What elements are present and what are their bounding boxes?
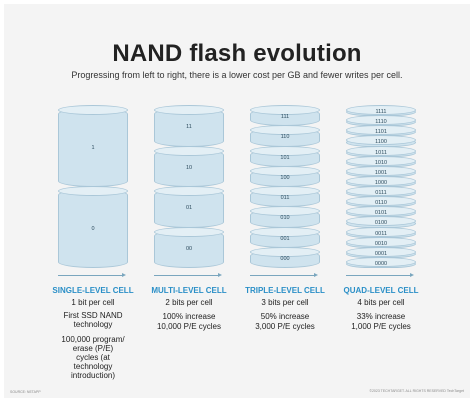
page-title: NAND flash evolution: [112, 40, 362, 67]
cell-segment-top: [154, 186, 224, 196]
page-subtitle: Progressing from left to right, there is…: [71, 70, 403, 80]
cell-bit-label: 1001: [374, 169, 388, 176]
cell-bit-label: 0000: [374, 260, 388, 267]
column-detail-line: 10,000 P/E cycles: [156, 322, 222, 331]
cell-segment-top: [58, 186, 128, 196]
column-heading: SINGLE-LEVEL CELL: [52, 286, 134, 295]
cell-bit-label: 1: [91, 144, 95, 151]
cell-bit-label: 010: [280, 215, 290, 222]
cell-segment-top: [250, 165, 320, 176]
cell-bit-label: 0111: [375, 190, 387, 197]
cell-segment-top: [346, 135, 416, 146]
cell-bit-label: 10: [185, 164, 193, 171]
column-detail-line: 2 bits per cell: [165, 298, 213, 307]
cell-bit-label: 101: [280, 154, 290, 161]
cylinder-stack: 11 10 01 00: [154, 105, 224, 268]
cell-segment-top: [250, 206, 320, 217]
cell-bit-label: 00: [185, 245, 193, 252]
cell-segment: [58, 108, 128, 187]
cell-bit-label: 0010: [374, 240, 388, 247]
cell-bit-label: 0110: [375, 200, 387, 207]
progress-arrow: [250, 273, 318, 277]
cell-segment-top: [346, 216, 416, 227]
cell-bit-label: 01: [185, 205, 193, 212]
cell-bit-label: 1000: [374, 179, 388, 186]
column-heading: MULTI-LEVEL CELL: [151, 286, 227, 295]
cell-segment-top: [154, 145, 224, 156]
column-detail-line: 3,000 P/E cycles: [255, 322, 315, 331]
column-detail-line: 3 bits per cell: [261, 298, 309, 307]
cell-segment-top: [154, 105, 224, 115]
cell-stack-4: 1111 1110 1101 1100 1011 1010 1001 1000 0111 0110…: [346, 105, 416, 268]
cell-bit-label: 011: [280, 195, 290, 202]
column-detail-line: 1,000 P/E cycles: [351, 322, 411, 331]
source-note: SOURCE: NETAPP: [10, 390, 41, 394]
cell-bit-label: 1011: [375, 149, 387, 156]
cell-bit-label: 1100: [375, 139, 387, 146]
cell-segment-top: [58, 105, 128, 115]
copyright-note: ©2023 TECHTARGET. ALL RIGHTS RESERVED Te…: [369, 389, 464, 393]
cell-stack-2: 11 10 01 00: [154, 105, 224, 268]
column-heading: QUAD-LEVEL CELL: [343, 286, 419, 295]
progress-arrow: [154, 273, 222, 277]
column-detail-line: 4 bits per cell: [357, 298, 405, 307]
cell-bit-label: 0101: [374, 210, 388, 217]
cell-segment-top: [250, 145, 320, 156]
cell-stack-3: 111 110 101 100 011 010 001 000: [250, 105, 320, 268]
progress-arrow: [346, 273, 414, 277]
column-detail-line: 100% increase: [162, 312, 216, 321]
cell-segment-top: [250, 125, 320, 136]
cell-segment-top: [346, 256, 416, 267]
cell-bit-label: 0001: [374, 250, 388, 257]
cell-segment-top: [250, 226, 320, 237]
cell-bit-label: 000: [280, 255, 290, 262]
cell-bit-label: 111: [280, 114, 290, 121]
column-detail-line: 33% increase: [356, 312, 406, 321]
cell-segment-top: [250, 186, 320, 196]
column-detail-line: 50% increase: [260, 312, 310, 321]
cell-bit-label: 1111: [375, 109, 387, 116]
cell-bit-label: 1010: [374, 159, 388, 166]
cylinder-stack: 1111 1110 1101 1100 1011 1010 1001 1000 0111 0110…: [346, 105, 416, 268]
column-detail-line: 100,000 program/ erase (P/E) cycles (at …: [61, 335, 125, 380]
cell-bit-label: 0011: [375, 230, 387, 237]
cell-segment-top: [250, 105, 320, 115]
cell-bit-label: 100: [280, 174, 290, 181]
cell-bit-label: 1101: [375, 129, 387, 136]
cell-bit-label: 110: [280, 134, 290, 141]
cell-bit-label: 11: [186, 124, 192, 131]
cell-segment-top: [250, 246, 320, 257]
cell-bit-label: 001: [280, 235, 290, 242]
progress-arrow: [58, 273, 126, 277]
column-detail-line: First SSD NAND technology: [63, 311, 123, 329]
column-heading: TRIPLE-LEVEL CELL: [245, 286, 325, 295]
cell-bit-label: 1110: [375, 119, 387, 126]
column-detail-line: 1 bit per cell: [71, 298, 115, 307]
cell-bit-label: 0100: [374, 220, 388, 227]
cell-segment-top: [154, 226, 224, 237]
cylinder-stack: 111 110 101 100 011 010 001 000: [250, 105, 320, 268]
cell-bit-label: 0: [91, 225, 95, 232]
